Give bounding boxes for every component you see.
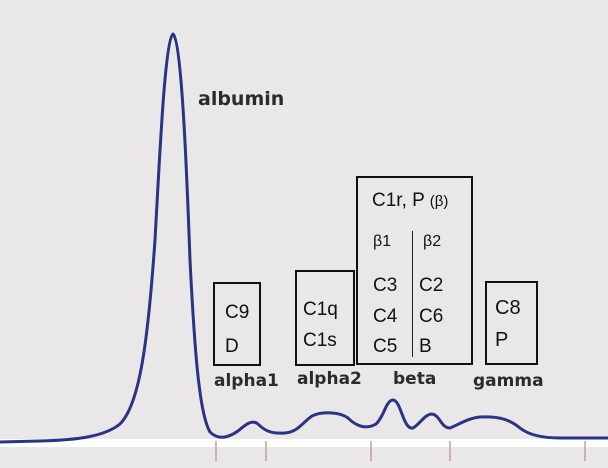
beta-left-1: C3 — [373, 275, 398, 296]
alpha1-line-1: C9 — [225, 302, 250, 323]
alpha1-line-2: D — [225, 336, 239, 357]
gamma-line-2: P — [495, 329, 509, 351]
protein-curve — [0, 32, 608, 444]
beta-header: C1r, P (β) — [372, 190, 448, 212]
beta-left-2: C4 — [373, 306, 398, 327]
beta-right-1: C2 — [419, 275, 444, 296]
tick-marks — [215, 441, 586, 461]
alpha2-label: alpha2 — [297, 369, 362, 389]
albumin-label: albumin — [198, 88, 285, 110]
beta-column-divider — [412, 231, 413, 357]
alpha2-box — [295, 270, 355, 366]
gamma-box — [485, 281, 538, 365]
gamma-line-1: C8 — [495, 297, 521, 319]
beta-header-text: C1r, P — [372, 190, 425, 211]
baseline-band — [0, 439, 608, 447]
beta-label: beta — [393, 369, 437, 389]
alpha2-line-2: C1s — [303, 330, 337, 351]
beta-right-3: B — [419, 336, 432, 357]
alpha1-box — [213, 282, 261, 366]
gamma-label: gamma — [473, 371, 544, 391]
beta-box — [356, 176, 473, 365]
beta-left-3: C5 — [373, 336, 398, 357]
alpha2-line-1: C1q — [303, 299, 338, 320]
beta-right-2: C6 — [419, 306, 444, 327]
alpha1-label: alpha1 — [214, 371, 279, 391]
beta-sub-right: β2 — [423, 233, 442, 250]
beta-sub-left: β1 — [373, 233, 392, 250]
beta-header-symbol: (β) — [429, 193, 449, 210]
